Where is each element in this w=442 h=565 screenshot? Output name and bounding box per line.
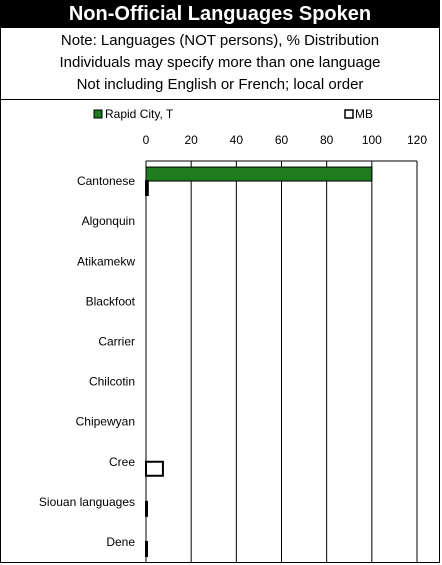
- category-label: Cree: [109, 455, 135, 469]
- category-label: Cantonese: [77, 174, 135, 188]
- category-label: Algonquin: [82, 214, 135, 228]
- x-tick-label: 20: [184, 133, 198, 147]
- x-tick-label: 0: [143, 133, 150, 147]
- x-tick-label: 40: [230, 133, 244, 147]
- bar-mb: [145, 540, 148, 557]
- x-tick-label: 100: [362, 133, 382, 147]
- bar-mb: [145, 500, 148, 517]
- legend-label-mb: MB: [355, 107, 373, 121]
- chart-title: Non-Official Languages Spoken: [1, 1, 439, 28]
- chart-notes: Note: Languages (NOT persons), % Distrib…: [1, 28, 439, 100]
- legend-label-rapid-city: Rapid City, T: [105, 107, 174, 121]
- legend-swatch-rapid-city: [93, 109, 103, 119]
- x-tick-label: 80: [320, 133, 334, 147]
- note-line-3: Not including English or French; local o…: [76, 76, 364, 93]
- category-label: Atikamekw: [77, 254, 135, 268]
- category-label: Carrier: [98, 334, 135, 348]
- bar-mb: [145, 460, 164, 477]
- note-line-2: Individuals may specify more than one la…: [59, 54, 381, 71]
- category-label: Chipewyan: [76, 415, 135, 429]
- category-label: Chilcotin: [89, 375, 135, 389]
- plot-area: Rapid City, T MB 0 20 40 60 80 100 120 Cantonese A…: [1, 100, 439, 562]
- category-label: Siouan languages: [39, 495, 135, 509]
- note-line-1: Note: Languages (NOT persons), % Distrib…: [60, 32, 380, 49]
- bar-mb: [145, 180, 149, 197]
- legend-swatch-mb: [344, 109, 354, 119]
- bar-chart: Rapid City, T MB 0 20 40 60 80 100 120 Cantonese A…: [39, 107, 427, 562]
- x-tick-label: 60: [275, 133, 289, 147]
- category-label: Blackfoot: [86, 294, 136, 308]
- x-tick-label: 120: [407, 133, 427, 147]
- bar-rapid-city: [145, 166, 373, 182]
- category-label: Dene: [106, 535, 135, 549]
